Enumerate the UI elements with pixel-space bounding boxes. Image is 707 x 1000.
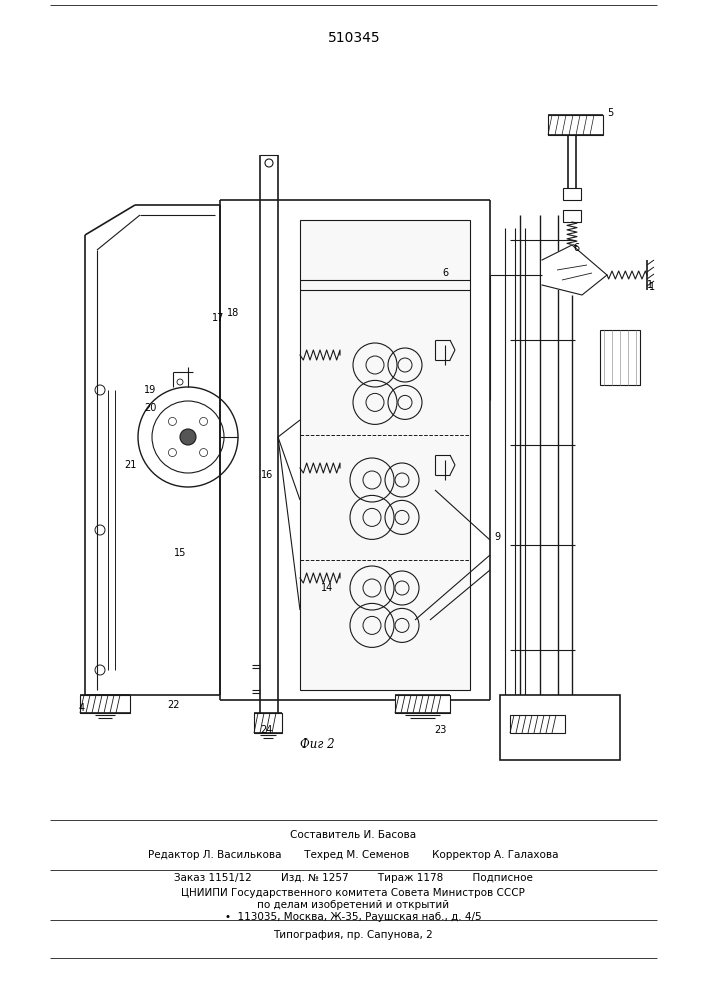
Text: по делам изобретений и открытий: по делам изобретений и открытий — [257, 900, 449, 910]
Text: 14: 14 — [321, 583, 333, 593]
Text: 15: 15 — [174, 548, 186, 558]
Bar — [563, 188, 581, 200]
Text: •  113035, Москва, Ж-35, Раушская наб., д. 4/5: • 113035, Москва, Ж-35, Раушская наб., д… — [225, 912, 481, 922]
Text: 510345: 510345 — [327, 31, 380, 45]
Text: 1: 1 — [647, 280, 653, 290]
Text: 1: 1 — [649, 282, 655, 292]
Bar — [395, 695, 450, 713]
Text: 9: 9 — [494, 532, 500, 542]
Text: Фиг 2: Фиг 2 — [300, 738, 334, 752]
Text: 20: 20 — [144, 403, 156, 413]
Text: 24: 24 — [259, 725, 272, 735]
Text: 6: 6 — [442, 268, 448, 278]
Bar — [80, 695, 130, 713]
Bar — [563, 210, 581, 222]
Bar — [300, 220, 470, 690]
Bar — [548, 115, 603, 135]
Text: 16: 16 — [261, 470, 273, 480]
Bar — [510, 715, 565, 733]
Polygon shape — [542, 245, 607, 295]
Text: ЦНИИПИ Государственного комитета Совета Министров СССР: ЦНИИПИ Государственного комитета Совета … — [181, 888, 525, 898]
Text: 22: 22 — [167, 700, 180, 710]
Text: 6: 6 — [573, 243, 579, 253]
Text: 23: 23 — [434, 725, 446, 735]
Text: Редактор Л. Василькова       Техред М. Семенов       Корректор А. Галахова: Редактор Л. Василькова Техред М. Семенов… — [148, 850, 559, 860]
Text: 5: 5 — [607, 108, 613, 118]
Bar — [500, 695, 620, 760]
Text: Составитель И. Басова: Составитель И. Басова — [290, 830, 416, 840]
Text: 4: 4 — [79, 703, 85, 713]
Bar — [254, 713, 282, 733]
Circle shape — [180, 429, 196, 445]
Text: 21: 21 — [124, 460, 136, 470]
Text: 19: 19 — [144, 385, 156, 395]
Bar — [600, 330, 640, 385]
Text: 17: 17 — [212, 313, 224, 323]
Text: Заказ 1151/12         Изд. № 1257         Тираж 1178         Подписное: Заказ 1151/12 Изд. № 1257 Тираж 1178 Под… — [173, 873, 532, 883]
Text: 18: 18 — [227, 308, 239, 318]
Text: Типография, пр. Сапунова, 2: Типография, пр. Сапунова, 2 — [273, 930, 433, 940]
